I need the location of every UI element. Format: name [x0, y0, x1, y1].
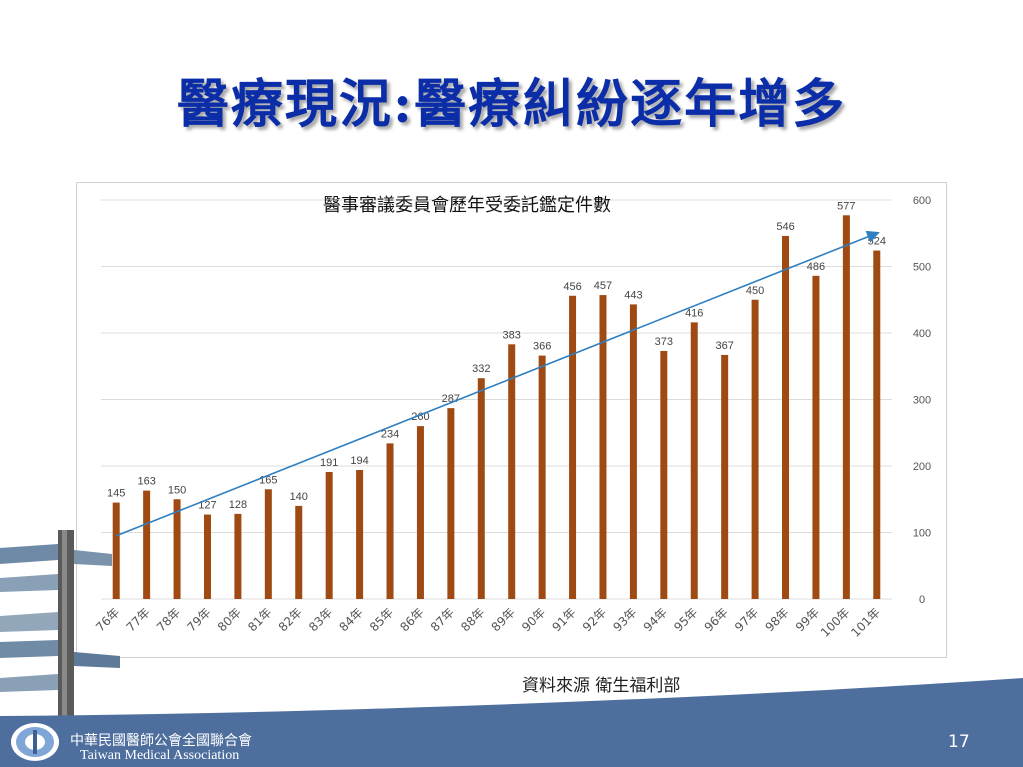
- x-tick-label: 90年: [519, 605, 548, 634]
- data-label: 194: [350, 455, 368, 467]
- bar: [508, 344, 516, 599]
- trend-line: [115, 230, 880, 537]
- footer-org-name-en: Taiwan Medical Association: [80, 748, 240, 763]
- data-label: 163: [137, 476, 155, 488]
- bar: [143, 490, 151, 599]
- x-tick-label: 92年: [580, 605, 609, 634]
- x-tick-label: 89年: [489, 605, 518, 634]
- y-tick-label: 100: [913, 528, 931, 540]
- chart-title: 醫事審議委員會歷年受委託鑑定件數: [323, 195, 611, 216]
- x-tick-label: 84年: [337, 605, 366, 634]
- data-label: 145: [107, 488, 125, 500]
- data-label: 150: [168, 484, 186, 496]
- bar: [203, 514, 211, 599]
- bar: [812, 275, 820, 599]
- x-tick-label: 80年: [215, 605, 244, 634]
- bar: [477, 378, 485, 599]
- y-tick-label: 300: [913, 395, 931, 407]
- y-tick-label: 500: [913, 262, 931, 274]
- data-label: 367: [715, 340, 733, 352]
- x-tick-label: 88年: [458, 605, 487, 634]
- x-tick-label: 100年: [818, 605, 853, 640]
- bar: [295, 505, 303, 599]
- bar: [690, 322, 698, 599]
- bar: [782, 235, 790, 599]
- bar: [569, 295, 577, 599]
- bar: [599, 295, 607, 599]
- y-tick-label: 200: [913, 461, 931, 473]
- bar: [629, 304, 637, 599]
- chart-container: 145 163 150 127 128 165 140 191 194 234 260 287 332 3…: [76, 182, 947, 658]
- data-label: 332: [472, 363, 490, 375]
- bar: [234, 513, 242, 599]
- bar: [538, 355, 546, 599]
- data-label: 577: [837, 200, 855, 212]
- bar: [842, 215, 850, 600]
- x-tick-label: 79年: [184, 605, 213, 634]
- x-tick-label: 98年: [762, 605, 791, 634]
- data-label: 546: [776, 221, 794, 233]
- x-tick-label: 87年: [428, 605, 457, 634]
- data-label: 366: [533, 341, 551, 353]
- y-tick-label: 600: [913, 195, 931, 207]
- bar: [660, 350, 668, 599]
- x-tick-label: 82年: [276, 605, 305, 634]
- x-tick-label: 95年: [671, 605, 700, 634]
- x-tick-label: 93年: [610, 605, 639, 634]
- footer-band: [0, 718, 1023, 767]
- footer-org-name-zh: 中華民國醫師公會全國聯合會: [70, 733, 252, 749]
- x-tick-label: 78年: [154, 605, 183, 634]
- data-label: 416: [685, 307, 703, 319]
- data-label: 140: [290, 491, 308, 503]
- x-tick-label: 85年: [367, 605, 396, 634]
- signpost-illustration: [0, 530, 120, 720]
- y-tick-label: 400: [913, 328, 931, 340]
- bar: [264, 489, 272, 599]
- x-tick-label: 101年: [848, 605, 883, 640]
- data-label: 127: [198, 500, 216, 512]
- bar: [325, 471, 333, 599]
- x-tick-label: 91年: [549, 605, 578, 634]
- data-label: 373: [655, 336, 673, 348]
- bar: [112, 502, 120, 599]
- data-label: 457: [594, 280, 612, 292]
- x-tick-label: 83年: [306, 605, 335, 634]
- data-label: 287: [442, 393, 460, 405]
- data-label: 191: [320, 457, 338, 469]
- data-label: 383: [503, 329, 521, 341]
- footer-wave: [0, 678, 1023, 720]
- bar: [356, 469, 364, 599]
- bar: [873, 250, 881, 599]
- page-number: 17: [948, 732, 970, 752]
- x-tick-label: 81年: [245, 605, 274, 634]
- bar: [447, 408, 455, 599]
- bar: [751, 299, 759, 599]
- bar: [416, 426, 424, 599]
- association-logo-icon: [11, 723, 59, 761]
- data-label: 260: [411, 411, 429, 423]
- data-label: 456: [563, 281, 581, 293]
- data-label: 450: [746, 285, 764, 297]
- data-label: 443: [624, 289, 642, 301]
- source-note: 資料來源 衛生福利部: [522, 676, 681, 696]
- data-label: 486: [807, 261, 825, 273]
- data-label: 524: [868, 236, 886, 248]
- x-tick-label: 97年: [732, 605, 761, 634]
- x-tick-label: 86年: [397, 605, 426, 634]
- data-label: 234: [381, 428, 399, 440]
- y-tick-label: 0: [919, 594, 925, 606]
- bar: [721, 354, 729, 599]
- bar: [173, 499, 181, 599]
- data-label: 128: [229, 499, 247, 511]
- x-tick-label: 96年: [702, 605, 731, 634]
- slide-title: 醫療現況:醫療糾紛逐年增多: [176, 74, 847, 135]
- x-tick-label: 94年: [641, 605, 670, 634]
- bar: [386, 443, 394, 599]
